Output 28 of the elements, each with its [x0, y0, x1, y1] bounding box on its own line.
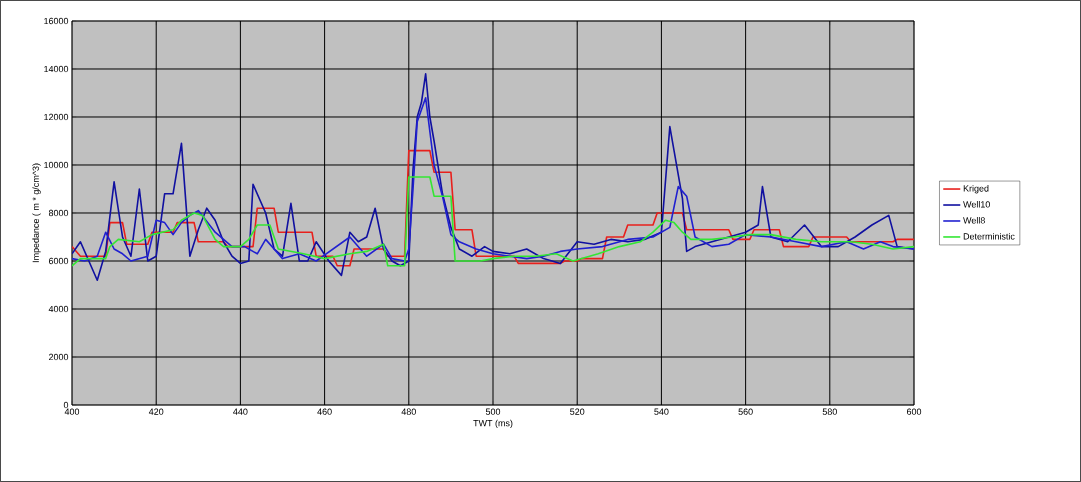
x-tick-label: 500	[485, 408, 501, 415]
line-series	[72, 149, 915, 267]
y-tick-label: 4000	[48, 305, 69, 313]
y-tick-label: 16000	[44, 17, 69, 25]
y-axis-title: Impedance ( m * g/cm^3)	[32, 163, 41, 263]
x-tick-label: 400	[64, 408, 80, 415]
legend-label: Well10	[963, 201, 990, 208]
y-tick-label: 2000	[48, 353, 69, 361]
y-tick-label: 0	[63, 401, 69, 409]
legend-label: Kriged	[963, 185, 989, 194]
line-series	[72, 176, 915, 267]
x-tick-label: 600	[906, 408, 922, 415]
x-tick-label: 560	[738, 408, 753, 415]
x-tick-label: 420	[148, 408, 164, 415]
y-tick-label: 10000	[44, 161, 69, 169]
legend-label: Well8	[963, 216, 985, 224]
x-tick-label: 480	[401, 408, 416, 415]
x-axis-title: TWT (ms)	[473, 419, 513, 429]
x-tick-label: 540	[654, 408, 669, 415]
y-tick-label: 14000	[44, 65, 69, 73]
y-tick-label: 8000	[48, 209, 69, 217]
x-tick-label: 440	[233, 408, 248, 415]
y-tick-label: 12000	[44, 113, 69, 121]
y-tick-label: 6000	[48, 257, 69, 265]
legend-label: Deterministic	[963, 232, 1015, 240]
x-tick-label: 580	[822, 408, 837, 415]
x-tick-label: 520	[570, 408, 585, 415]
x-tick-label: 460	[317, 408, 332, 415]
